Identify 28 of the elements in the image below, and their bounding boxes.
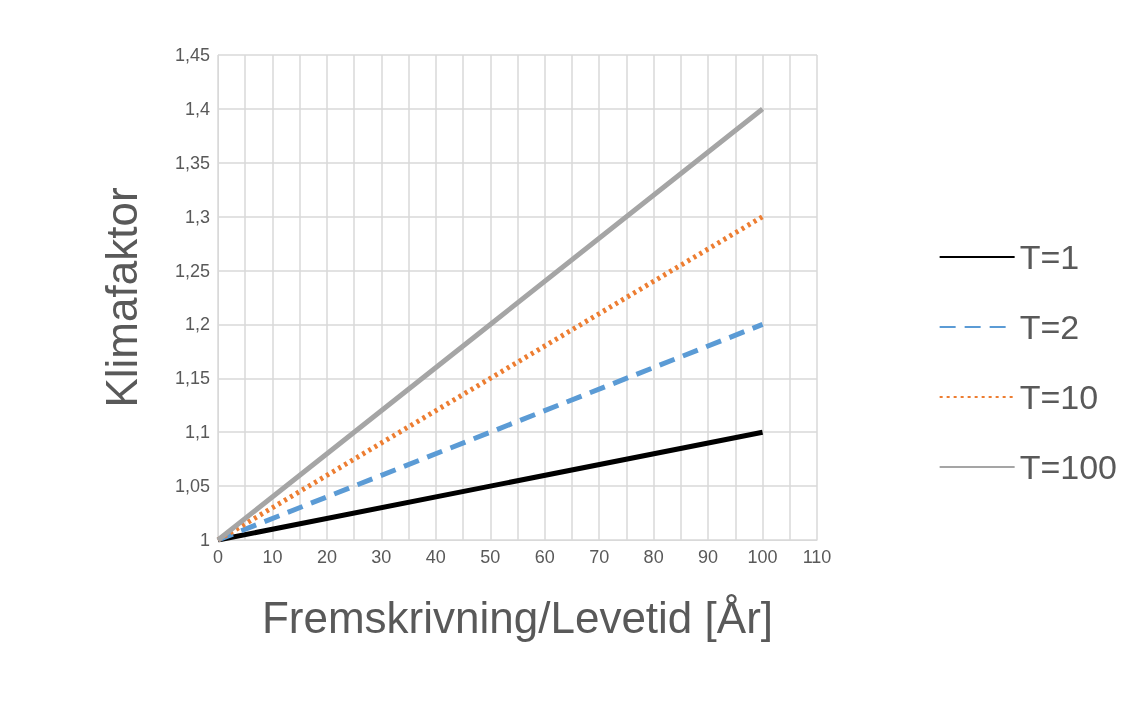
x-tick-label: 100 <box>747 547 778 567</box>
y-tick-label: 1,35 <box>174 152 210 173</box>
y-tick-label: 1,05 <box>174 476 210 497</box>
y-tick-label: 1,45 <box>174 45 210 65</box>
x-tick-label: 40 <box>425 547 446 567</box>
x-tick-label: 20 <box>316 547 337 567</box>
y-tick-label: 1,4 <box>184 98 210 119</box>
legend-label: T=2 <box>1019 308 1080 346</box>
y-tick-label: 1,2 <box>184 314 210 335</box>
y-tick-label: 1,15 <box>174 368 210 389</box>
x-tick-label: 70 <box>589 547 610 567</box>
x-tick-label: 10 <box>262 547 283 567</box>
x-tick-label: 60 <box>534 547 555 567</box>
x-axis-title: Fremskrivning/Levetid [År] <box>261 592 774 642</box>
legend-label: T=1 <box>1019 238 1080 276</box>
x-tick-label: 50 <box>480 547 501 567</box>
x-tick-label: 110 <box>802 547 832 567</box>
y-axis-title: Klimafaktor <box>96 187 146 408</box>
legend-label: T=10 <box>1019 378 1099 416</box>
y-tick-label: 1,25 <box>174 260 210 281</box>
y-tick-label: 1 <box>199 530 210 550</box>
legend-label: T=100 <box>1019 448 1118 486</box>
y-tick-label: 1,3 <box>184 206 210 227</box>
x-tick-label: 30 <box>371 547 392 567</box>
x-tick-label: 80 <box>643 547 664 567</box>
x-tick-label: 0 <box>212 547 224 567</box>
y-tick-label: 1,1 <box>184 422 210 443</box>
x-tick-label: 90 <box>698 547 719 567</box>
